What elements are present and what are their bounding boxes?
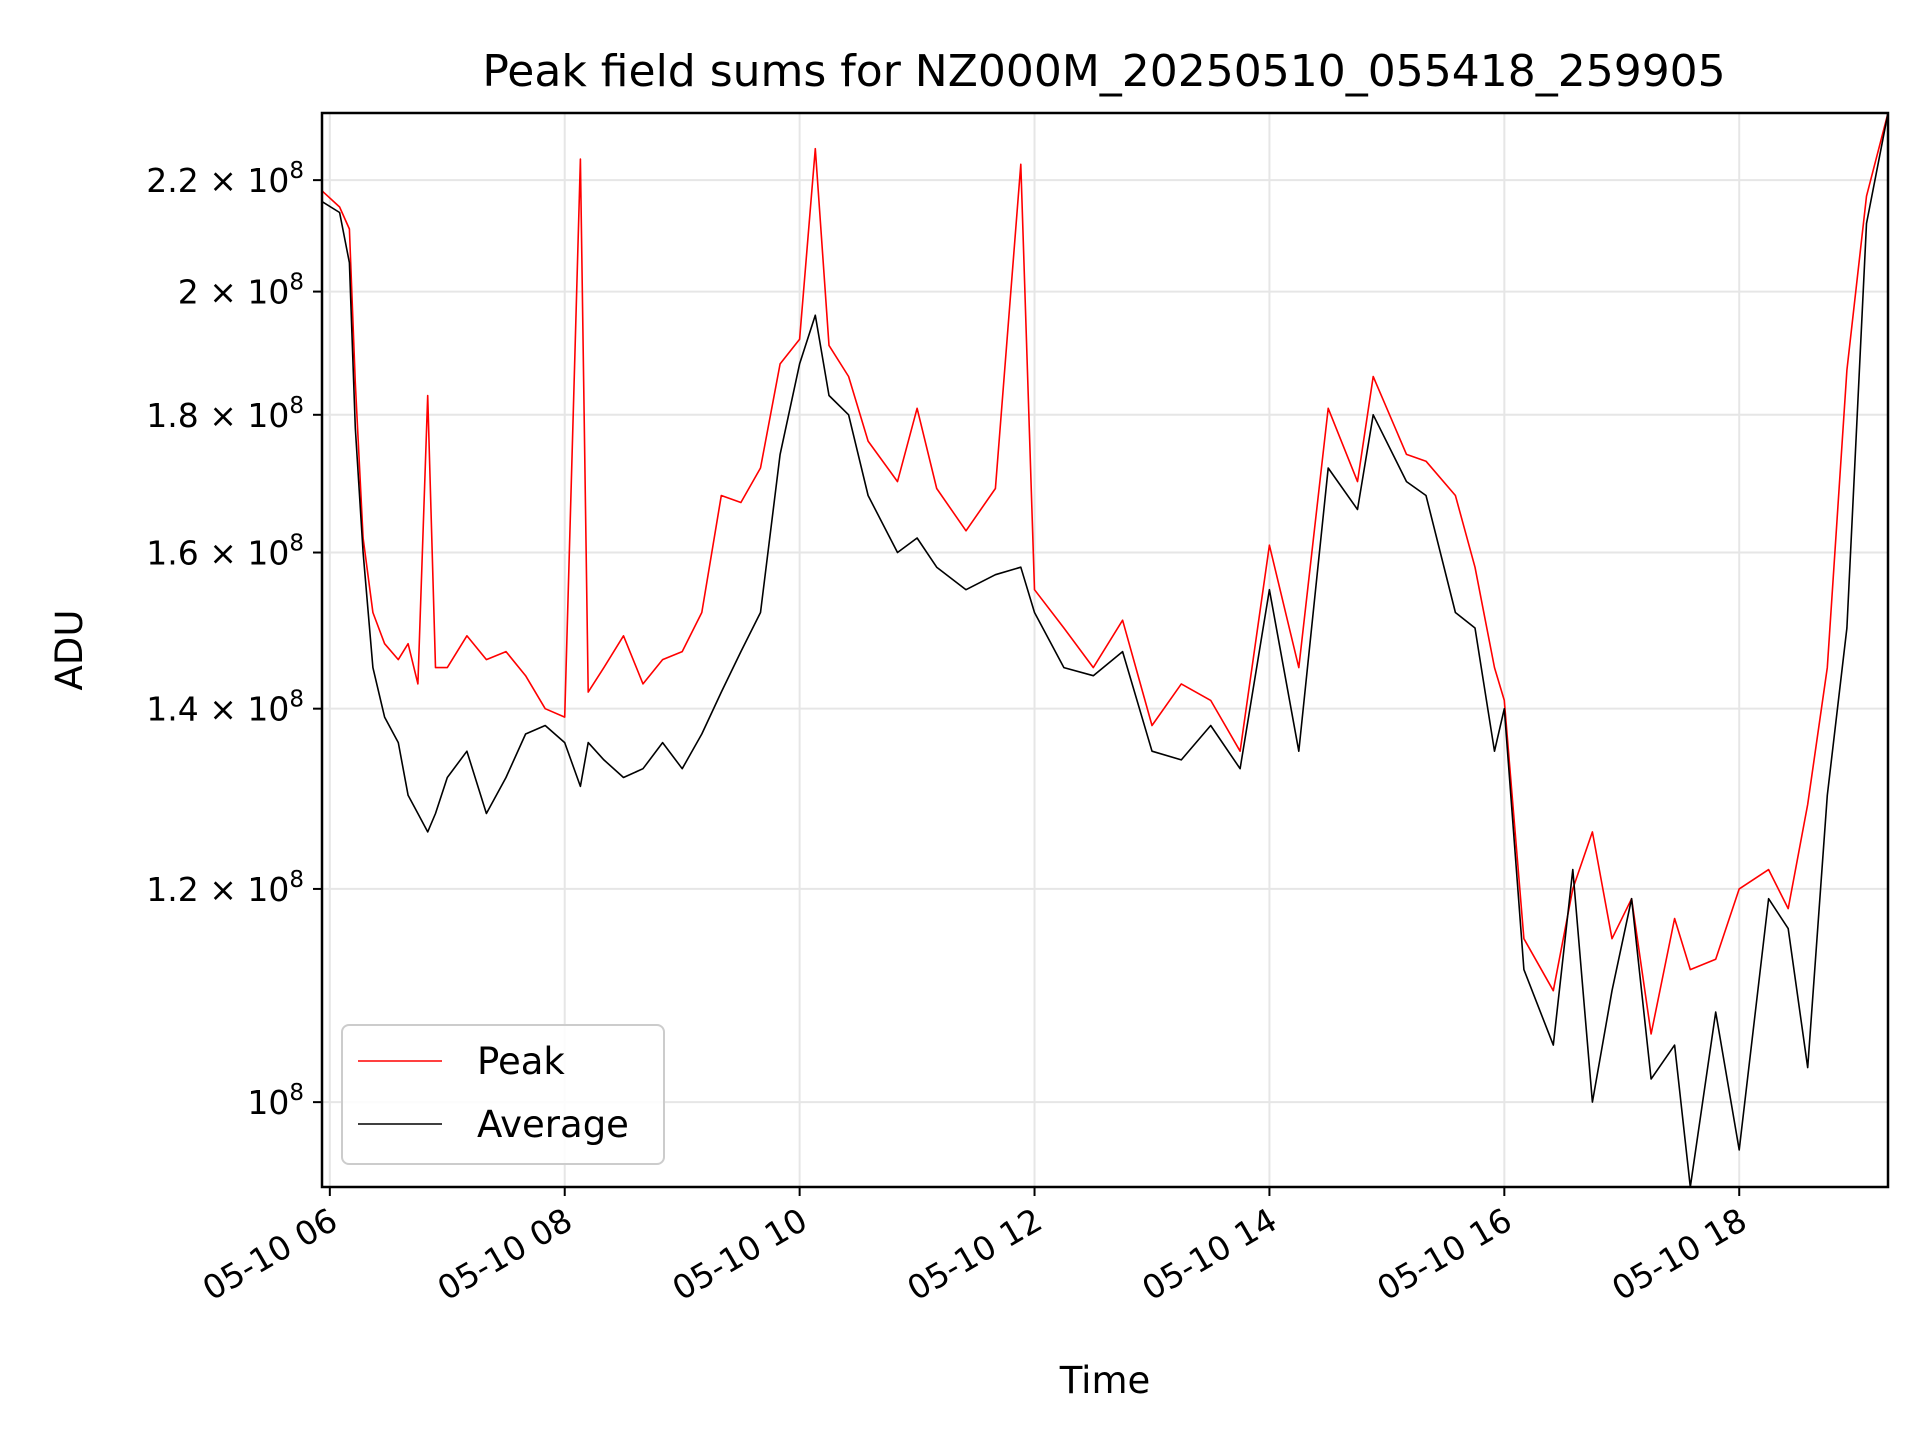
- legend: Peak Average: [341, 1024, 665, 1165]
- series-line-peak: [321, 112, 1889, 1035]
- plot-frame: [320, 111, 1890, 1189]
- series-line-average: [321, 112, 1889, 1188]
- legend-box: [341, 1024, 665, 1165]
- y-tick-label: 1.4 × 108: [146, 687, 304, 729]
- y-tick-label: 1.8 × 108: [146, 393, 304, 435]
- y-axis-label: ADU: [48, 610, 91, 691]
- y-tick-label: 1.6 × 108: [146, 531, 304, 573]
- legend-label-peak: Peak: [477, 1040, 565, 1083]
- y-tick-label: 2 × 108: [178, 270, 304, 312]
- y-tick-label: 1.2 × 108: [146, 867, 304, 909]
- y-tick-label: 2.2 × 108: [146, 158, 304, 200]
- chart-title: Peak field sums for NZ000M_20250510_0554…: [482, 46, 1725, 97]
- x-axis-label: Time: [1059, 1359, 1151, 1402]
- legend-label-average: Average: [477, 1103, 629, 1146]
- series-layer: [321, 112, 1889, 1188]
